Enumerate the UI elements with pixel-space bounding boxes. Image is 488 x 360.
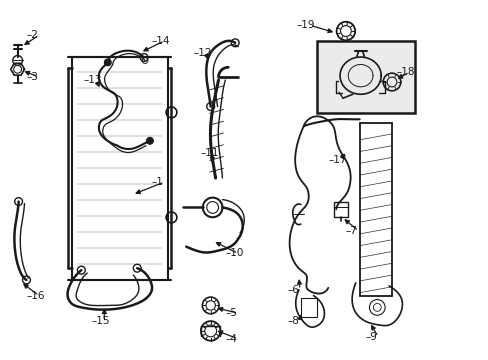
- Text: –6: –6: [286, 285, 298, 295]
- Circle shape: [104, 59, 111, 66]
- Text: –12: –12: [193, 48, 211, 58]
- Bar: [333, 202, 347, 217]
- Text: –19: –19: [296, 20, 315, 30]
- Text: –14: –14: [152, 36, 170, 46]
- Text: –18: –18: [396, 67, 414, 77]
- Text: –5: –5: [225, 308, 237, 318]
- Text: –13: –13: [83, 75, 102, 85]
- Text: –17: –17: [327, 156, 346, 165]
- Text: –10: –10: [225, 248, 243, 258]
- Text: –2: –2: [26, 30, 38, 40]
- Circle shape: [146, 138, 153, 144]
- Bar: [71, 57, 167, 280]
- Text: –8: –8: [286, 316, 298, 326]
- Text: –7: –7: [345, 226, 357, 236]
- Text: –3: –3: [26, 72, 38, 82]
- Text: –4: –4: [225, 334, 237, 344]
- Text: –1: –1: [152, 177, 163, 187]
- Bar: [316, 41, 414, 113]
- Text: –16: –16: [26, 291, 45, 301]
- Text: –11: –11: [201, 148, 219, 158]
- Bar: [300, 298, 316, 317]
- Text: –15: –15: [91, 316, 109, 326]
- Text: –9: –9: [365, 332, 377, 342]
